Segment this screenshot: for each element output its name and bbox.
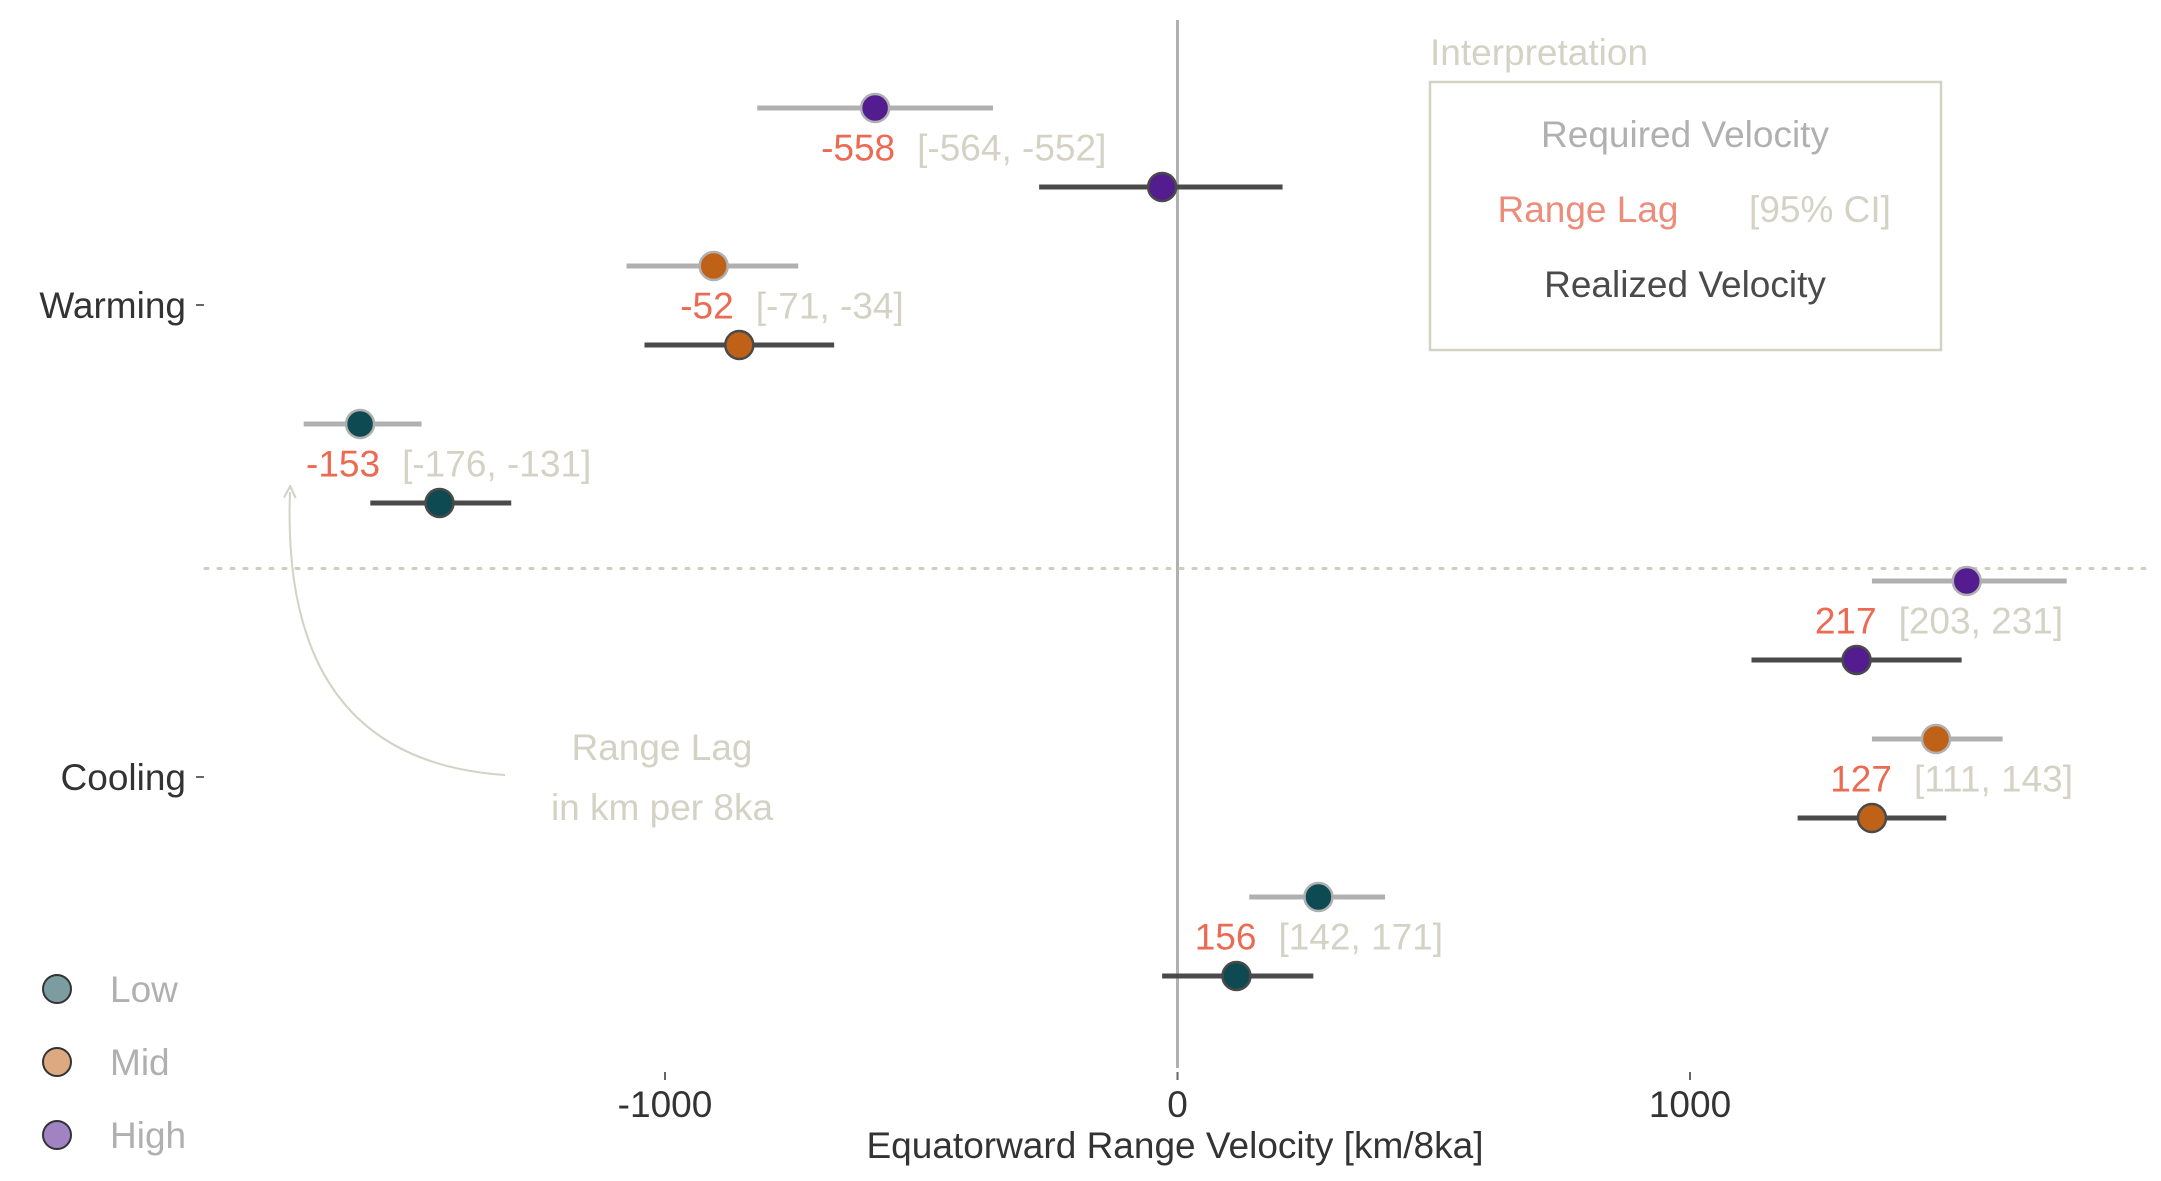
lag-ci-label-low-warming: [-176, -131] [402,444,591,485]
lag-ci-label-mid-warming: [-71, -34] [756,286,904,327]
lag-ci-label-high-cooling: [203, 231] [1899,601,2064,642]
lag-label-mid-cooling: 127 [1830,759,1892,800]
realized-point-low-warming [424,487,455,519]
category-label-cooling: Cooling [61,757,186,798]
realized-point-mid-cooling [1856,802,1888,834]
annotation-line-2: in km per 8ka [551,787,774,828]
legend-swatch-mid [42,1047,72,1077]
required-point-mid-warming [698,250,729,282]
required-point-low-warming [344,408,376,440]
plot-area: -1000 0 1000 -558 [-564, -552] -52 [-71, -34] -… [203,20,2152,1125]
lag-label-high-cooling: 217 [1815,601,1877,642]
legend-swatch-low [42,974,72,1004]
lag-label-low-cooling: 156 [1195,917,1257,958]
x-tick-label: 0 [1167,1084,1188,1125]
lag-ci-label-low-cooling: [142, 171] [1278,917,1443,958]
legend-label-high: High [110,1115,186,1156]
lag-label-high-warming: -558 [821,128,895,169]
category-label-warming: Warming [39,285,186,326]
lag-label-low-warming: -153 [306,444,380,485]
required-point-high-warming [859,92,891,124]
interpretation-box [1428,80,1943,352]
realized-point-high-cooling [1841,644,1872,676]
interpretation-lag: Range Lag [1497,189,1678,230]
required-point-low-cooling [1303,881,1334,913]
required-point-high-cooling [1951,565,1982,597]
interpretation-required: Required Velocity [1541,114,1829,155]
annotation-line-1: Range Lag [571,727,752,768]
required-point-mid-cooling [1920,723,1952,755]
legend: Low Mid High [42,969,186,1156]
realized-point-high-warming [1146,171,1178,203]
legend-label-mid: Mid [110,1042,170,1083]
interpretation-realized: Realized Velocity [1544,264,1826,305]
legend-swatch-high [42,1120,72,1150]
interpretation-ci: [95% CI] [1749,189,1891,230]
lag-ci-label-mid-cooling: [111, 143] [1914,759,2073,800]
realized-point-low-cooling [1221,960,1252,992]
x-axis-label: Equatorward Range Velocity [km/8ka] [867,1125,1484,1166]
legend-label-low: Low [110,969,178,1010]
interpretation-title: Interpretation [1430,32,1648,73]
x-tick-label: -1000 [618,1084,713,1125]
annotation-arrow [290,492,506,776]
lag-label-mid-warming: -52 [680,286,733,327]
realized-point-mid-warming [724,329,755,361]
x-tick-label: 1000 [1649,1084,1731,1125]
lag-ci-label-high-warming: [-564, -552] [917,128,1106,169]
